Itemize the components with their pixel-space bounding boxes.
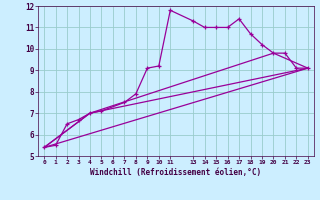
X-axis label: Windchill (Refroidissement éolien,°C): Windchill (Refroidissement éolien,°C) — [91, 168, 261, 177]
